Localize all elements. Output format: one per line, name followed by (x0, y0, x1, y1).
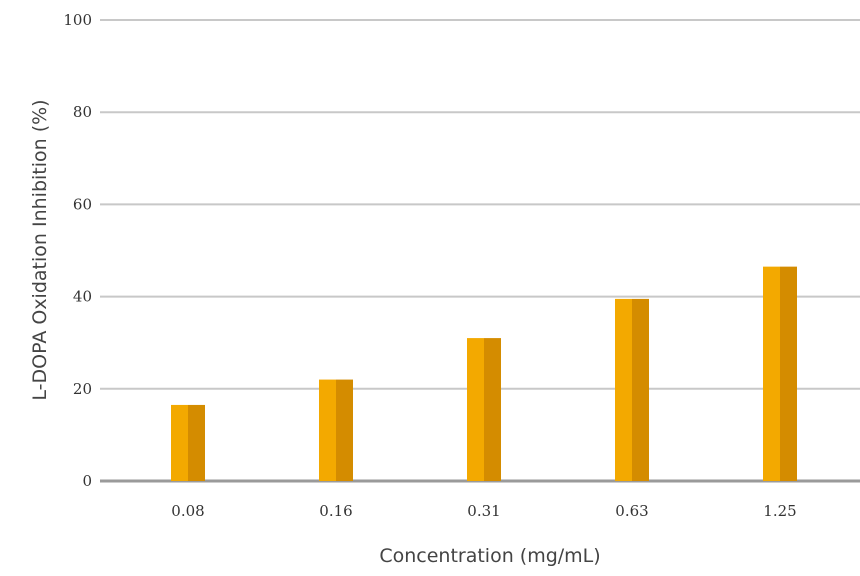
y-tick-label: 0 (82, 472, 92, 490)
y-tick-label: 20 (73, 380, 92, 398)
bar-right-half (632, 299, 649, 481)
x-tick-label: 1.25 (763, 502, 796, 520)
y-tick-label: 80 (73, 103, 92, 121)
y-tick-label: 60 (73, 195, 92, 213)
x-axis-title: Concentration (mg/mL) (379, 545, 600, 567)
bar (467, 338, 501, 481)
y-tick-label: 100 (63, 11, 92, 29)
x-tick-label: 0.31 (467, 502, 500, 520)
y-axis-title: L-DOPA Oxidation Inhibition (%) (29, 99, 51, 400)
bar (763, 267, 797, 481)
bar-right-half (336, 380, 353, 481)
bar-left-half (171, 405, 188, 481)
bar (615, 299, 649, 481)
bars (171, 267, 797, 481)
bar-left-half (467, 338, 484, 481)
bar-right-half (484, 338, 501, 481)
bar-right-half (780, 267, 797, 481)
y-tick-label: 40 (73, 288, 92, 306)
bar-left-half (319, 380, 336, 481)
y-axis-ticks: 0 20 40 60 80 100 (63, 11, 92, 490)
bar-left-half (615, 299, 632, 481)
x-tick-label: 0.08 (171, 502, 204, 520)
bar-right-half (188, 405, 205, 481)
x-axis-ticks: 0.08 0.16 0.31 0.63 1.25 (171, 502, 796, 520)
bar (319, 380, 353, 481)
bar (171, 405, 205, 481)
x-tick-label: 0.16 (319, 502, 352, 520)
x-tick-label: 0.63 (615, 502, 648, 520)
bar-left-half (763, 267, 780, 481)
